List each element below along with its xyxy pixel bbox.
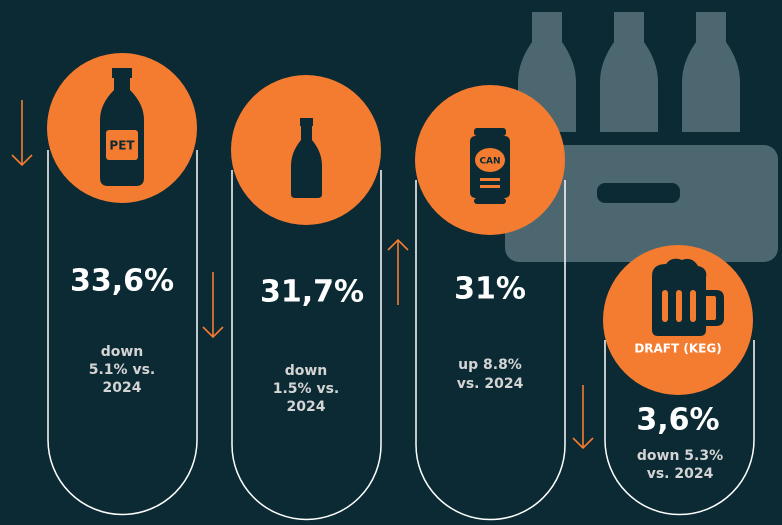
change-note: vs. 2024 <box>457 376 524 392</box>
share-value: 33,6% <box>70 264 174 299</box>
keg-stripes <box>662 290 696 322</box>
share-value: 3,6% <box>636 403 719 438</box>
crate-handle <box>597 183 680 203</box>
change-note: down <box>101 344 144 360</box>
share-value: 31% <box>454 272 526 307</box>
icon-label: CAN <box>479 157 500 167</box>
can-line <box>480 185 500 188</box>
infographic: PET CAN DRAFT (KEG) 33,6% 31,7% 31% 3,6%… <box>0 0 782 525</box>
change-note: 2024 <box>103 380 142 396</box>
change-note: down 5.3% <box>637 448 723 464</box>
change-note: up 8.8% <box>458 357 522 373</box>
change-note: 5.1% vs. <box>89 362 155 378</box>
page: {"items": [ {"icon_label": "PET", "value… <box>0 0 782 525</box>
change-note: down <box>285 363 328 379</box>
icon-label: PET <box>109 139 135 153</box>
change-note: 2024 <box>287 399 326 415</box>
share-value: 31,7% <box>260 275 364 310</box>
icon-label: DRAFT (KEG) <box>634 342 721 356</box>
change-note: vs. 2024 <box>647 466 714 482</box>
change-note: 1.5% vs. <box>273 381 339 397</box>
can-line <box>480 178 500 181</box>
